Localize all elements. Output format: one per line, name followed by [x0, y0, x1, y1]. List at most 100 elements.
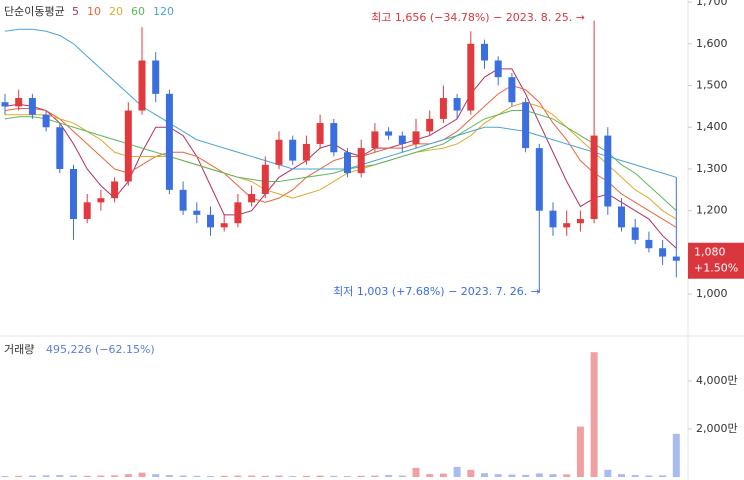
candle-body: [289, 139, 297, 161]
volume-bar: [563, 474, 571, 477]
candle-body: [576, 219, 584, 224]
candle-body: [138, 60, 146, 111]
volume-bar: [56, 475, 64, 477]
volume-bar: [398, 475, 406, 477]
candle-body: [179, 189, 187, 211]
volume-bar: [42, 475, 50, 477]
legend-entry: 5: [72, 5, 79, 18]
volume-bar: [549, 474, 557, 477]
candle-body: [549, 210, 557, 228]
volume-bar: [645, 475, 653, 477]
candle-body: [535, 148, 543, 211]
volume-bar: [70, 475, 77, 477]
volume-bar: [234, 475, 242, 477]
candle-body: [152, 60, 160, 94]
legend-entry: 10: [87, 5, 101, 18]
volume-bar: [289, 476, 297, 477]
candle-body: [371, 131, 379, 149]
volume-bar: [15, 475, 23, 477]
low-annotation: 최저 1,003 (+7.68%) − 2023. 7. 26. →: [333, 285, 540, 298]
volume-bar: [344, 476, 351, 477]
y-tick-label: 1,600: [696, 37, 728, 50]
volume-bar: [207, 476, 214, 477]
candle-body: [124, 110, 132, 182]
volume-subtitle: 495,226 (−62.15%): [46, 343, 155, 356]
candle-body: [1, 102, 9, 107]
candle-body: [631, 227, 639, 240]
candle-body: [508, 77, 516, 103]
candle-body: [330, 123, 338, 153]
candle-body: [522, 102, 530, 149]
y-tick-label: 1,700: [696, 0, 728, 8]
volume-bar: [330, 475, 338, 477]
volume-bar: [316, 475, 324, 477]
candle-body: [70, 168, 77, 220]
volume-bar: [152, 474, 160, 477]
volume-bar: [494, 474, 502, 477]
moving-average-line: [5, 101, 677, 220]
volume-bar: [220, 475, 228, 477]
current-price-change: +1.50%: [694, 262, 738, 275]
moving-average-line: [4, 84, 677, 228]
current-price-label: 1,080: [694, 246, 726, 259]
candle-body: [672, 256, 680, 261]
candle-body: [97, 198, 105, 203]
volume-bar: [165, 475, 173, 477]
candle-body: [275, 139, 283, 165]
volume-bar: [357, 475, 365, 477]
candle-body: [453, 98, 461, 111]
volume-bar: [590, 352, 598, 477]
candle-body: [207, 214, 214, 228]
legend-entry: 120: [153, 5, 174, 18]
candle-body: [645, 239, 653, 249]
moving-average-line: [4, 28, 677, 178]
volume-bar: [426, 474, 434, 477]
high-annotation: 최고 1,656 (−34.78%) − 2023. 8. 25. →: [371, 11, 585, 24]
volume-bar: [302, 475, 310, 477]
volume-bar: [439, 473, 447, 477]
y-tick-label: 1,200: [696, 204, 728, 217]
volume-bar: [275, 475, 283, 477]
volume-bar: [412, 467, 420, 477]
candle-body: [316, 123, 324, 144]
volume-bar: [631, 475, 639, 477]
candle-body: [604, 135, 612, 207]
legend-entry: 60: [131, 5, 145, 18]
candle-body: [42, 114, 50, 128]
volume-bar: [604, 469, 612, 477]
y-tick-label: 1,000: [696, 287, 728, 300]
volume-bar: [467, 469, 475, 477]
candle-body: [83, 202, 91, 220]
volume-bar: [481, 473, 488, 477]
candle-body: [28, 98, 36, 115]
volume-bar: [618, 474, 625, 477]
candle-body: [563, 223, 571, 228]
volume-bar: [535, 473, 543, 477]
volume-bar: [522, 474, 530, 477]
volume-bar: [193, 475, 201, 477]
candle-body: [193, 210, 201, 215]
volume-bar: [261, 475, 269, 477]
volume-bar: [1, 476, 9, 477]
legend-entry: 20: [109, 5, 123, 18]
volume-bar: [111, 475, 119, 477]
candle-body: [467, 43, 475, 111]
candle-body: [248, 193, 256, 203]
volume-bar: [385, 475, 393, 477]
candle-body: [56, 127, 64, 169]
volume-bar: [97, 475, 105, 477]
legend-title: 단순이동평균: [4, 5, 65, 18]
candle-body: [481, 43, 488, 61]
candle-body: [357, 148, 365, 174]
moving-average-line: [4, 110, 677, 212]
volume-bar: [83, 475, 91, 477]
candle-body: [590, 135, 598, 220]
candle-body: [220, 223, 228, 228]
candle-body: [412, 131, 420, 144]
candle-body: [111, 181, 119, 199]
candle-body: [165, 93, 173, 190]
y-tick-label: 2,000만: [696, 422, 738, 435]
y-tick-label: 1,500: [696, 79, 728, 92]
candle-body: [398, 135, 406, 144]
